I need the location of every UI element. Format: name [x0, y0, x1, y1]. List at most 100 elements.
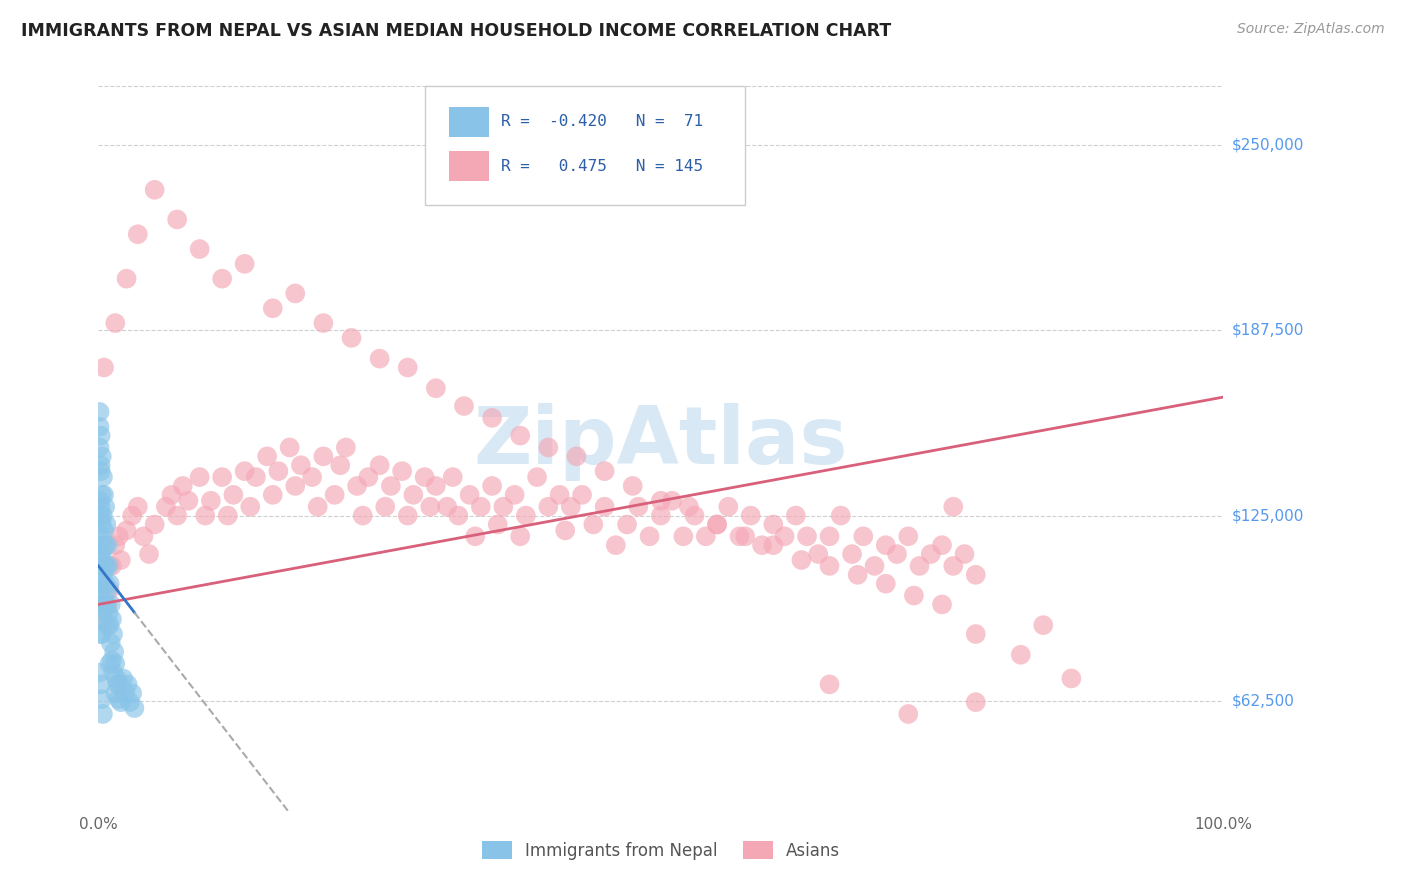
Point	[90, 576, 112, 591]
Point	[89, 405, 111, 419]
Point	[96, 618, 118, 632]
Point	[108, 677, 131, 691]
Point	[419, 500, 441, 514]
Point	[256, 450, 278, 464]
Point	[458, 488, 481, 502]
Point	[89, 441, 111, 455]
Point	[124, 701, 146, 715]
Point	[245, 470, 267, 484]
Point	[593, 464, 616, 478]
Point	[441, 470, 464, 484]
Point	[886, 547, 908, 561]
Point	[90, 692, 112, 706]
Point	[94, 576, 117, 591]
Point	[897, 529, 920, 543]
Point	[91, 538, 114, 552]
Point	[751, 538, 773, 552]
Point	[105, 672, 128, 686]
Point	[903, 589, 925, 603]
Point	[143, 517, 166, 532]
Point	[391, 464, 413, 478]
Point	[90, 517, 112, 532]
Point	[554, 524, 576, 538]
Point	[132, 529, 155, 543]
Point	[695, 529, 717, 543]
Point	[650, 493, 672, 508]
Point	[762, 517, 785, 532]
Point	[605, 538, 627, 552]
Point	[717, 500, 740, 514]
Point	[582, 517, 605, 532]
Point	[93, 524, 115, 538]
Point	[852, 529, 875, 543]
Text: $125,000: $125,000	[1232, 508, 1303, 523]
Point	[90, 450, 112, 464]
Point	[481, 410, 503, 425]
Point	[90, 558, 112, 573]
Point	[931, 538, 953, 552]
Point	[486, 517, 509, 532]
Point	[90, 500, 112, 514]
Text: $250,000: $250,000	[1232, 138, 1303, 153]
Point	[194, 508, 217, 523]
Point	[323, 488, 346, 502]
Point	[965, 695, 987, 709]
Point	[90, 529, 112, 543]
Point	[97, 558, 120, 573]
Legend: Immigrants from Nepal, Asians: Immigrants from Nepal, Asians	[475, 835, 846, 866]
Point	[90, 547, 112, 561]
Point	[90, 589, 112, 603]
Text: R =   0.475   N = 145: R = 0.475 N = 145	[501, 159, 703, 174]
Point	[166, 212, 188, 227]
Point	[413, 470, 436, 484]
FancyBboxPatch shape	[425, 87, 745, 204]
Point	[346, 479, 368, 493]
Point	[773, 529, 796, 543]
Point	[211, 271, 233, 285]
Point	[284, 286, 307, 301]
Point	[96, 517, 118, 532]
Point	[90, 677, 112, 691]
Point	[284, 479, 307, 493]
Point	[90, 458, 112, 473]
Point	[217, 508, 239, 523]
Point	[177, 493, 200, 508]
Point	[560, 500, 582, 514]
Point	[807, 547, 830, 561]
Point	[91, 598, 114, 612]
Point	[1060, 672, 1083, 686]
Point	[312, 450, 335, 464]
Point	[94, 500, 117, 514]
Point	[98, 618, 121, 632]
Point	[548, 488, 571, 502]
Text: R =  -0.420   N =  71: R = -0.420 N = 71	[501, 114, 703, 129]
Point	[678, 500, 700, 514]
Point	[352, 508, 374, 523]
Point	[661, 493, 683, 508]
Point	[101, 665, 124, 680]
Point	[706, 517, 728, 532]
Text: IMMIGRANTS FROM NEPAL VS ASIAN MEDIAN HOUSEHOLD INCOME CORRELATION CHART: IMMIGRANTS FROM NEPAL VS ASIAN MEDIAN HO…	[21, 22, 891, 40]
Point	[104, 316, 127, 330]
Point	[90, 627, 112, 641]
Point	[329, 458, 352, 473]
Point	[89, 547, 111, 561]
Point	[90, 464, 112, 478]
Point	[90, 488, 112, 502]
Text: Source: ZipAtlas.com: Source: ZipAtlas.com	[1237, 22, 1385, 37]
Point	[841, 547, 863, 561]
Point	[818, 529, 841, 543]
Point	[470, 500, 492, 514]
Point	[107, 677, 129, 691]
Point	[127, 227, 149, 242]
Point	[90, 627, 112, 641]
Point	[920, 547, 942, 561]
Point	[762, 538, 785, 552]
Point	[110, 695, 132, 709]
Point	[89, 493, 111, 508]
Point	[107, 529, 129, 543]
Point	[98, 657, 121, 671]
Point	[706, 517, 728, 532]
Point	[616, 517, 638, 532]
Point	[96, 598, 118, 612]
